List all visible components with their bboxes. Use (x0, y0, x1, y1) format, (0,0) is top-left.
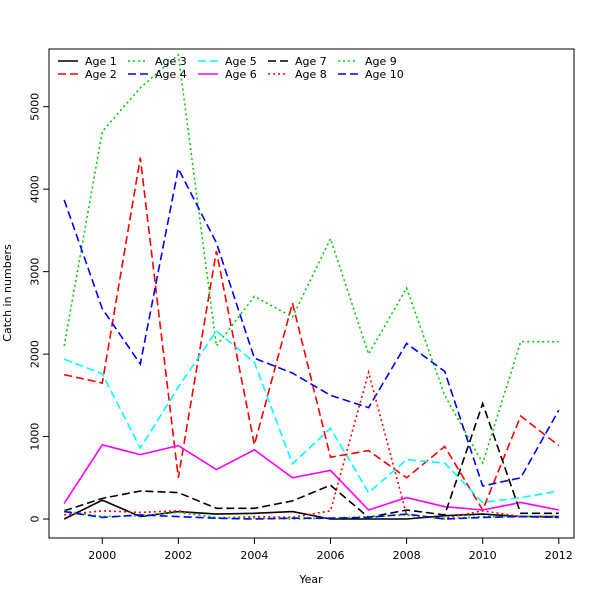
y-tick-label: 3000 (29, 258, 42, 286)
legend-item: Age 1 (58, 55, 117, 68)
legend-label: Age 2 (85, 68, 117, 81)
axes-layer: 2000 2002 2004 2006 2008 2010 2012 0 1000 2000 300… (29, 93, 573, 562)
legend-label: Age 8 (295, 68, 327, 81)
y-axis-label: Catch in numbers (1, 244, 14, 342)
legend-item: Age 8 (268, 68, 327, 81)
series-line-age-7 (63, 401, 559, 519)
x-tick-label: 2006 (317, 549, 345, 562)
x-axis-label: Year (298, 573, 323, 586)
series-line-age-5 (63, 329, 559, 504)
legend-item: Age 2 (58, 68, 117, 81)
x-tick-label: 2002 (164, 549, 192, 562)
legend-item: Age 3 (128, 55, 187, 68)
x-tick-label: 2004 (240, 549, 268, 562)
x-tick-label: 2010 (469, 549, 497, 562)
legend-item: Age 10 (338, 68, 404, 81)
series-line-age-10 (64, 510, 559, 520)
x-tick-label: 2008 (393, 549, 421, 562)
legend-label: Age 10 (365, 68, 404, 81)
legend-label: Age 5 (225, 55, 257, 68)
series-layer (63, 53, 560, 520)
legend-item: Age 6 (198, 68, 257, 81)
legend-label: Age 6 (225, 68, 257, 81)
series-line-age-2 (64, 157, 560, 512)
x-tick-label: 2012 (545, 549, 573, 562)
legend-label: Age 3 (155, 55, 187, 68)
legend-item: Age 5 (198, 55, 257, 68)
series-line-age-1 (63, 499, 559, 520)
y-tick-label: 0 (29, 516, 42, 523)
x-tick-label: 2000 (88, 549, 116, 562)
series-line-age-6 (63, 443, 559, 511)
series-line-age-4 (63, 166, 560, 487)
y-tick-label: 5000 (29, 93, 42, 121)
legend-label: Age 1 (85, 55, 117, 68)
y-tick-label: 1000 (29, 423, 42, 451)
legend-item: Age 4 (128, 68, 187, 81)
legend-item: Age 7 (268, 55, 327, 68)
legend-label: Age 9 (365, 55, 397, 68)
plot-frame (48, 48, 575, 539)
y-tick-label: 2000 (29, 340, 42, 368)
legend-item: Age 9 (338, 55, 397, 68)
y-tick-label: 4000 (29, 175, 42, 203)
legend-label: Age 4 (155, 68, 187, 81)
legend-label: Age 7 (295, 55, 327, 68)
